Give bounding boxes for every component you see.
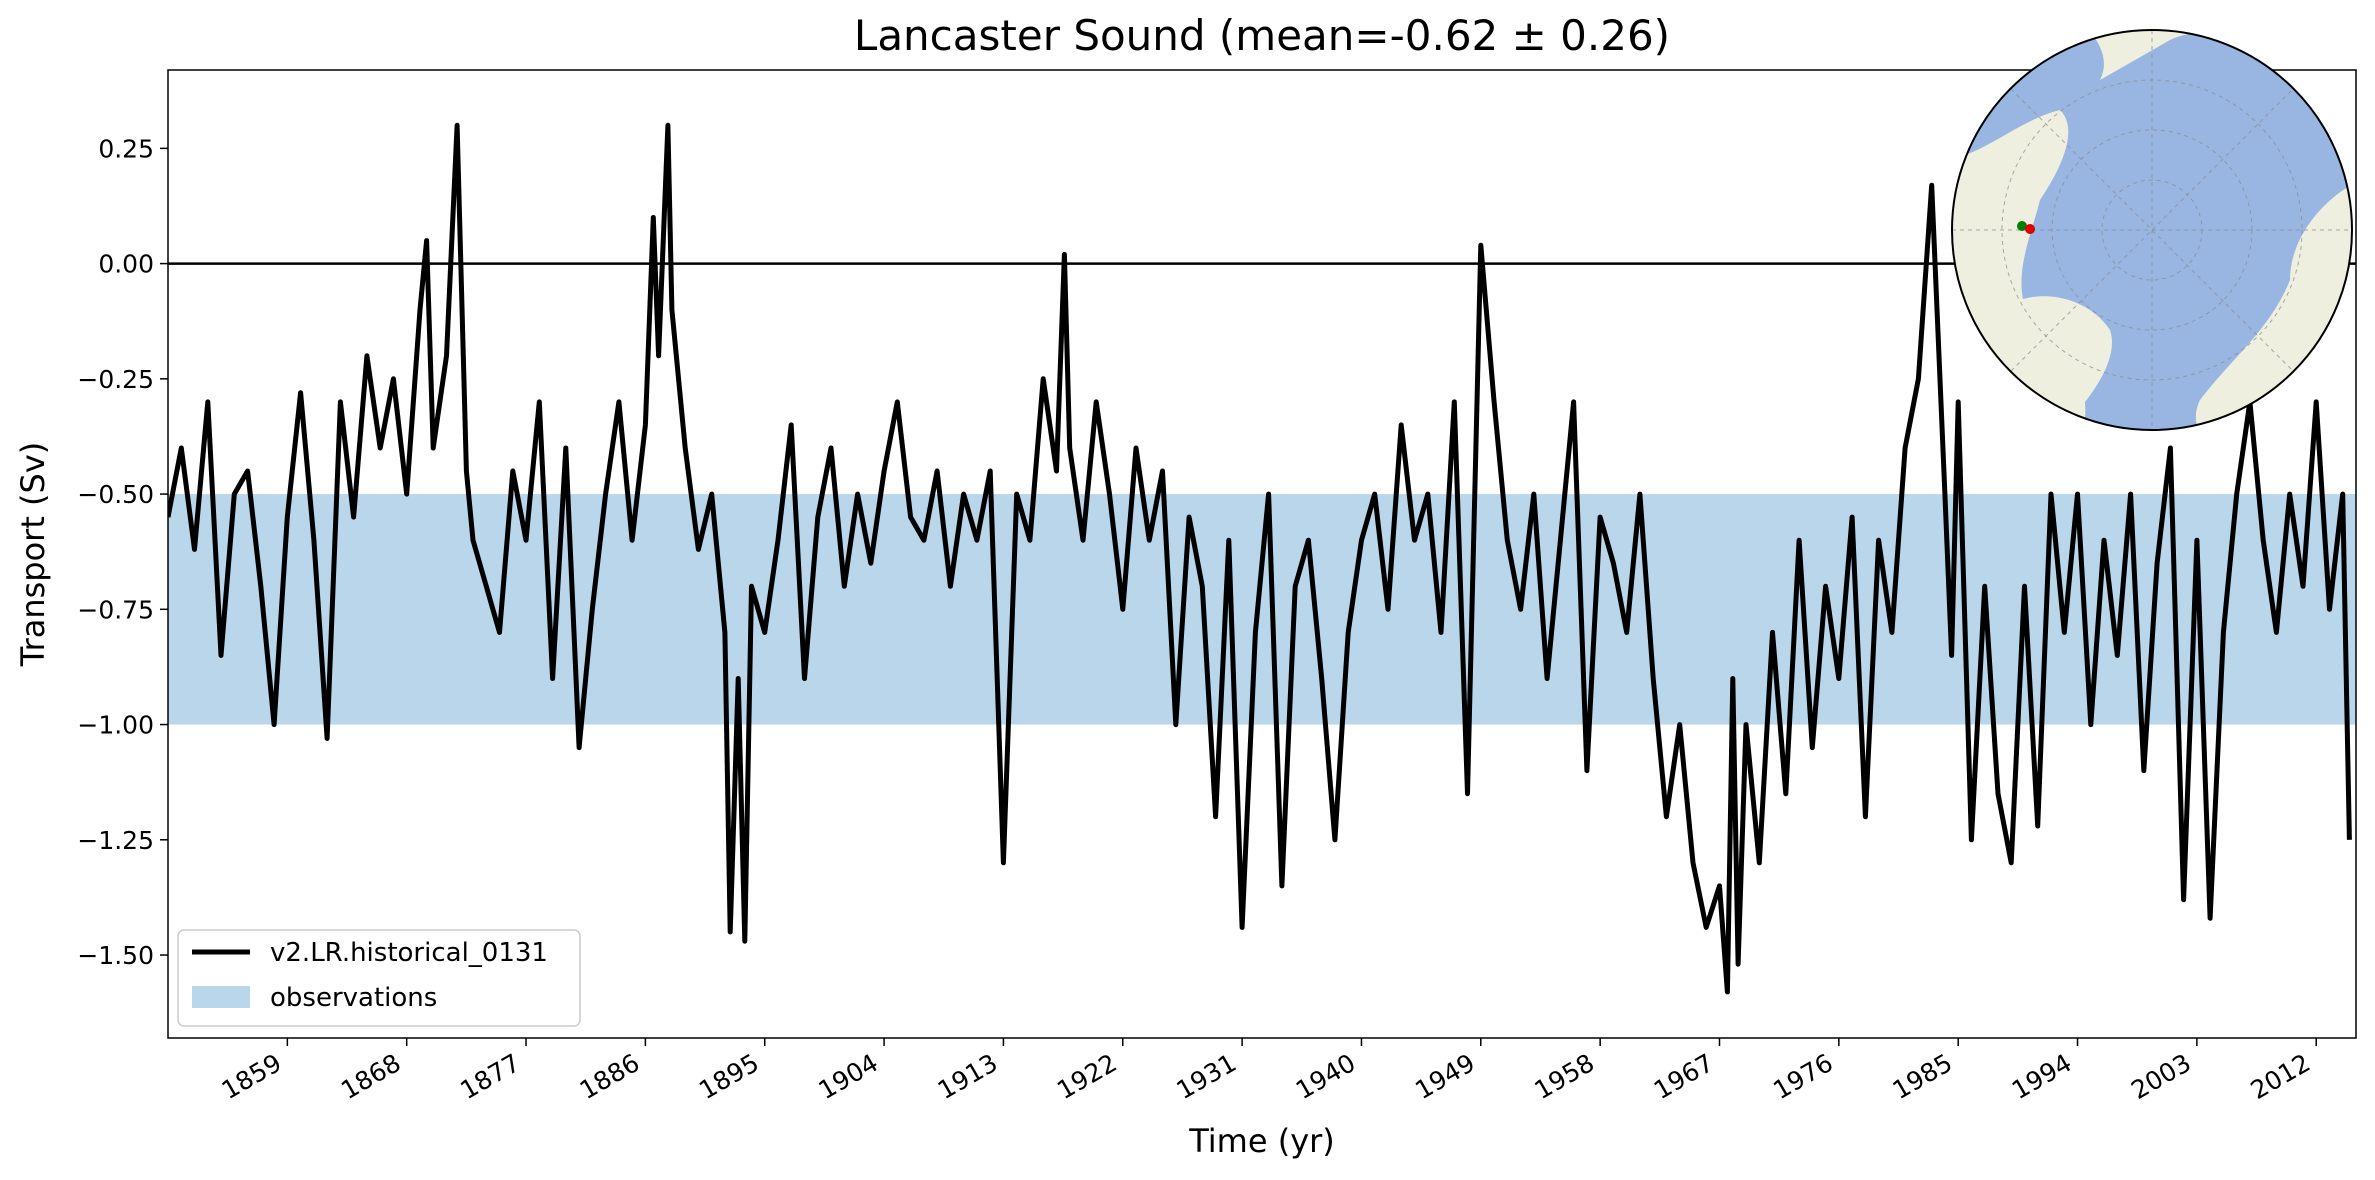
x-tick-label: 2003 bbox=[2126, 1048, 2196, 1105]
chart-title: Lancaster Sound (mean=-0.62 ± 0.26) bbox=[854, 11, 1670, 60]
x-axis: 1859 1868 1877 1886 1895 1904 1913 1922 1931 1940… bbox=[217, 1038, 2317, 1105]
legend-swatch-observations bbox=[192, 986, 250, 1008]
y-tick-label: 0.25 bbox=[98, 134, 154, 163]
series-layer bbox=[168, 122, 2352, 995]
legend-label-series: v2.LR.historical_0131 bbox=[270, 938, 548, 968]
y-axis: 0.25 0.00 −0.25 −0.50 −0.75 −1.00 −1.25 −1.50 bbox=[77, 134, 168, 970]
x-tick-label: 1859 bbox=[217, 1048, 287, 1105]
x-tick-label: 1904 bbox=[813, 1048, 883, 1105]
x-tick-label: 1958 bbox=[1530, 1048, 1600, 1105]
map-marker-green bbox=[2017, 221, 2027, 231]
y-tick-label: −1.00 bbox=[77, 711, 154, 740]
x-tick-label: 1994 bbox=[2007, 1048, 2077, 1105]
map-marker-red bbox=[2025, 224, 2035, 234]
map-land-archipelago bbox=[1960, 187, 2003, 237]
y-tick-label: 0.00 bbox=[98, 250, 154, 279]
x-tick-label: 1931 bbox=[1172, 1048, 1242, 1105]
x-tick-label: 1949 bbox=[1410, 1048, 1480, 1105]
y-tick-label: −1.50 bbox=[77, 941, 154, 970]
legend-label-observations: observations bbox=[270, 983, 437, 1013]
legend-box bbox=[177, 929, 581, 1027]
x-tick-label: 1913 bbox=[933, 1048, 1003, 1105]
legend: v2.LR.historical_0131 observations bbox=[177, 929, 581, 1027]
x-tick-label: 1967 bbox=[1649, 1048, 1719, 1105]
x-tick-label: 1940 bbox=[1291, 1048, 1361, 1105]
y-tick-label: −1.25 bbox=[77, 826, 154, 855]
x-tick-label: 1895 bbox=[694, 1048, 764, 1105]
x-tick-label: 1985 bbox=[1888, 1048, 1958, 1105]
map-border bbox=[1951, 29, 2353, 431]
y-tick-label: −0.75 bbox=[77, 595, 154, 624]
plot-frame bbox=[167, 69, 2357, 1039]
x-tick-label: 1886 bbox=[575, 1048, 645, 1105]
x-axis-title: Time (yr) bbox=[1188, 1122, 1335, 1160]
y-tick-label: −0.25 bbox=[77, 365, 154, 394]
series-line-0 bbox=[168, 122, 2352, 995]
x-tick-label: 1877 bbox=[455, 1048, 525, 1105]
y-tick-label: −0.50 bbox=[77, 480, 154, 509]
x-tick-label: 1868 bbox=[336, 1048, 406, 1105]
x-tick-label: 1922 bbox=[1052, 1048, 1122, 1105]
map-gridlines bbox=[1952, 30, 2352, 430]
inset-map bbox=[1951, 29, 2353, 431]
map-land-top bbox=[2080, 30, 2260, 80]
y-axis-title: Transport (Sv) bbox=[14, 442, 52, 668]
x-tick-label: 2012 bbox=[2246, 1048, 2316, 1105]
x-tick-label: 1976 bbox=[1768, 1048, 1838, 1105]
